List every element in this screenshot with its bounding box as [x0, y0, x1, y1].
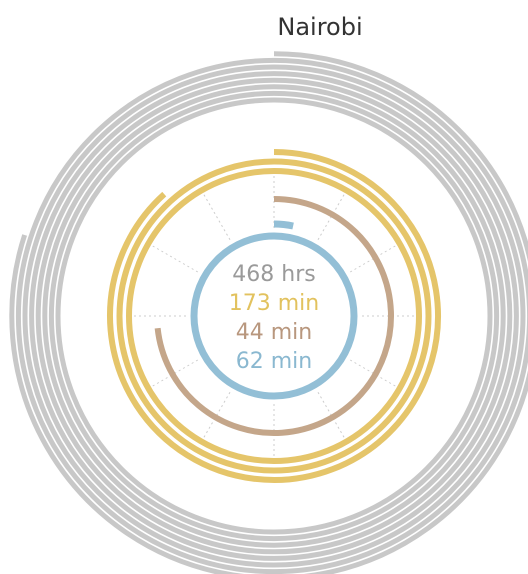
- ring: [29, 71, 519, 561]
- ring: [48, 90, 500, 542]
- value-label: 62 min: [236, 349, 312, 374]
- ring: [15, 57, 528, 574]
- ring-arc: [9, 51, 528, 574]
- chart-title: Nairobi: [277, 13, 362, 41]
- spoke: [349, 359, 396, 387]
- ring-arc: [107, 149, 441, 483]
- ring: [42, 84, 506, 548]
- ring-arc: [154, 196, 394, 436]
- ring: [190, 232, 358, 400]
- ring: [22, 64, 526, 568]
- ring: [116, 158, 432, 474]
- spoke: [152, 245, 199, 273]
- value-label: 173 min: [229, 291, 319, 316]
- ring-arc: [273, 220, 294, 230]
- spoke: [317, 391, 345, 438]
- spoke: [203, 391, 231, 438]
- spoke: [349, 245, 396, 273]
- value-label: 468 hrs: [232, 262, 315, 287]
- spoke: [203, 194, 231, 241]
- spoke: [317, 194, 345, 241]
- ring: [35, 77, 513, 555]
- spoke: [152, 359, 199, 387]
- ring: [126, 168, 422, 464]
- ring: [55, 97, 493, 535]
- value-label: 44 min: [236, 320, 312, 345]
